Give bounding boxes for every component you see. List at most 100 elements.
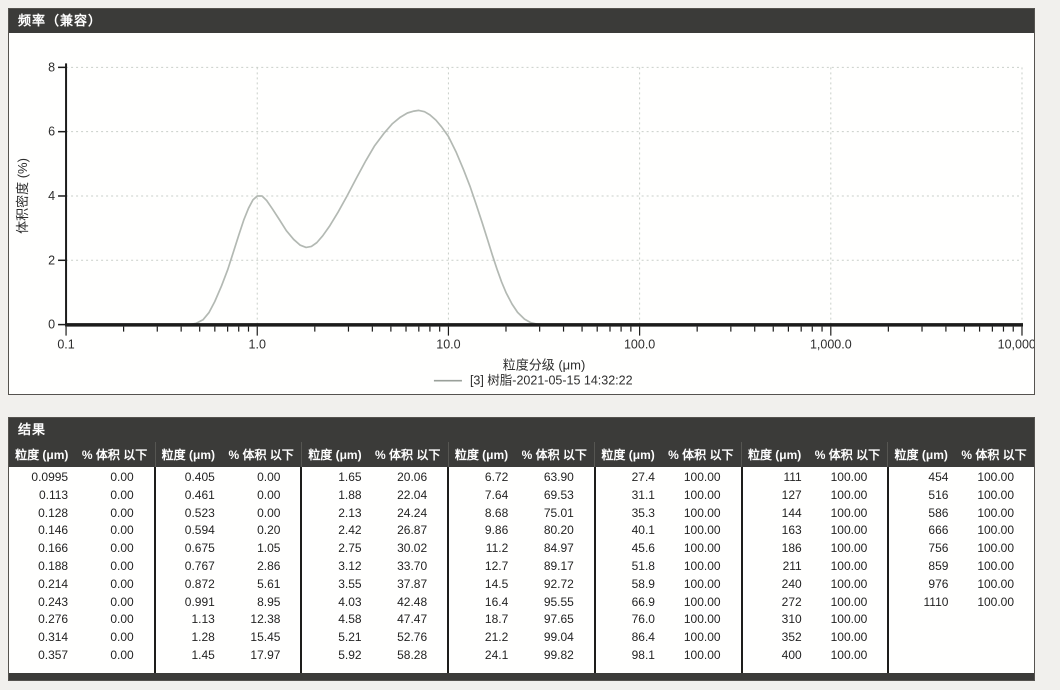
x-tick-label: 0.1 [57, 338, 74, 352]
table-header-group: 粒度 (μm) % 体积 以下 [301, 442, 448, 467]
x-tick-labels: 0.1 1.0 10.0 100.0 1,000.0 10,000.0 [57, 338, 1034, 352]
table-row: 40.1 100.00 [596, 522, 741, 540]
cell-size: 5.92 [338, 647, 362, 662]
cell-size: 76.0 [631, 612, 655, 627]
cell-pct-below: 52.76 [397, 630, 428, 645]
table-row: 9.86 80.20 [449, 522, 594, 540]
cell-size: 27.4 [631, 470, 655, 484]
cell-pct-below: 100.00 [977, 470, 1015, 484]
cell-size: 21.2 [484, 630, 509, 645]
cell-pct-below: 0.00 [110, 558, 134, 573]
cell-pct-below: 2.86 [257, 558, 281, 573]
x-tick-label: 100.0 [624, 338, 655, 352]
cell-pct-below: 0.00 [257, 505, 281, 520]
table-row: 756 100.00 [889, 540, 1034, 558]
cell-pct-below: 100.00 [683, 470, 721, 484]
cell-size: 45.6 [631, 541, 655, 556]
table-row: 4.03 42.48 [302, 594, 447, 612]
cell-pct-below: 92.72 [543, 576, 574, 591]
cell-size: 1.88 [338, 487, 362, 502]
table-row: 0.461 0.00 [156, 487, 301, 505]
cell-size: 1.65 [338, 470, 362, 484]
col-header-pct: % 体积 以下 [668, 448, 734, 462]
cell-pct-below: 100.00 [977, 487, 1015, 502]
cell-pct-below: 100.00 [977, 594, 1015, 609]
results-table-header: 粒度 (μm)% 体积 以下 粒度 (μm)% 体积 以下 粒度 (μm)% 体积 … [9, 442, 1034, 467]
cell-pct-below: 20.06 [397, 470, 428, 484]
cell-size: 24.1 [484, 647, 509, 662]
table-row: 31.1 100.00 [596, 487, 741, 505]
frequency-panel-title: 频率（兼容） [9, 9, 1034, 33]
table-row: 7.64 69.53 [449, 487, 594, 505]
frequency-chart: 0.1 1.0 10.0 100.0 1,000.0 10,000.0 0 2 4 6 8 粒度分级 … [9, 33, 1034, 394]
cell-pct-below: 100.00 [683, 558, 721, 573]
table-header-group: 粒度 (μm) % 体积 以下 [594, 442, 741, 467]
cell-pct-below: 100.00 [830, 576, 868, 591]
cell-pct-below: 84.97 [543, 541, 574, 556]
table-header-group: 粒度 (μm) % 体积 以下 [447, 442, 595, 467]
y-tick-label: 2 [48, 253, 55, 267]
table-row: 98.1 100.00 [596, 647, 741, 665]
cell-pct-below: 0.00 [110, 594, 134, 609]
cell-pct-below: 100.00 [830, 523, 868, 538]
table-row: 0.991 8.95 [156, 594, 301, 612]
table-row: 586 100.00 [889, 505, 1034, 523]
col-header-pct: % 体积 以下 [961, 448, 1027, 462]
cell-size: 859 [928, 558, 949, 573]
cell-pct-below: 22.04 [397, 487, 428, 502]
cell-pct-below: 5.61 [257, 576, 281, 591]
cell-pct-below: 100.00 [977, 558, 1015, 573]
cell-size: 211 [782, 558, 802, 573]
y-tick-label: 8 [48, 60, 55, 74]
y-tick-label: 0 [48, 318, 55, 332]
table-row: 1.65 20.06 [302, 469, 447, 487]
cell-size: 6.72 [484, 470, 509, 484]
cell-size: 0.357 [38, 647, 69, 662]
results-panel: 结果 粒度 (μm)% 体积 以下 粒度 (μm)% 体积 以下 粒度 (μm)% … [8, 417, 1035, 681]
table-row: 186 100.00 [743, 540, 888, 558]
table-row: 454 100.00 [889, 469, 1034, 487]
cell-pct-below: 0.00 [110, 470, 134, 484]
cell-pct-below: 69.53 [543, 487, 574, 502]
cell-pct-below: 37.87 [397, 576, 428, 591]
cell-pct-below: 100.00 [683, 523, 721, 538]
table-header-group: 粒度 (μm) % 体积 以下 [887, 442, 1034, 467]
cell-size: 3.55 [338, 576, 362, 591]
cell-pct-below: 0.00 [110, 647, 134, 662]
table-row: 3.55 37.87 [302, 576, 447, 594]
table-row: 0.113 0.00 [9, 487, 154, 505]
table-row: 976 100.00 [889, 576, 1034, 594]
table-row: 6.72 63.90 [449, 469, 594, 487]
table-row: 0.872 5.61 [156, 576, 301, 594]
cell-size: 756 [928, 541, 949, 556]
cell-size: 0.675 [184, 541, 215, 556]
table-row: 66.9 100.00 [596, 594, 741, 612]
col-header-pct: % 体积 以下 [375, 448, 441, 462]
cell-pct-below: 75.01 [543, 505, 574, 520]
chart-legend: [3] 树脂-2021-05-15 14:32:22 [433, 373, 633, 388]
cell-size: 0.214 [38, 576, 69, 591]
cell-size: 0.314 [38, 630, 69, 645]
cell-size: 0.188 [38, 558, 69, 573]
cell-size: 2.13 [338, 505, 362, 520]
table-row: 1110 100.00 [889, 594, 1034, 612]
table-row: 859 100.00 [889, 558, 1034, 576]
table-row: 0.357 0.00 [9, 647, 154, 665]
cell-pct-below: 100.00 [830, 558, 868, 573]
table-column-group: 111 100.00 127 100.00 144 100.00 163 100.00 186 1… [743, 467, 890, 673]
cell-pct-below: 100.00 [683, 541, 721, 556]
cell-size: 0.243 [38, 594, 69, 609]
frequency-curve [188, 109, 543, 326]
table-row: 58.9 100.00 [596, 576, 741, 594]
cell-pct-below: 33.70 [397, 558, 428, 573]
table-column-group: 27.4 100.00 31.1 100.00 35.3 100.00 40.1 100.00… [596, 467, 743, 673]
table-row: 516 100.00 [889, 487, 1034, 505]
col-header-size: 粒度 (μm) [601, 448, 655, 462]
cell-size: 18.7 [484, 612, 509, 627]
cell-pct-below: 100.00 [830, 630, 868, 645]
cell-size: 0.523 [184, 505, 215, 520]
cell-size: 400 [781, 647, 802, 662]
table-row: 51.8 100.00 [596, 558, 741, 576]
table-row: 0.594 0.20 [156, 522, 301, 540]
cell-pct-below: 8.95 [257, 594, 281, 609]
